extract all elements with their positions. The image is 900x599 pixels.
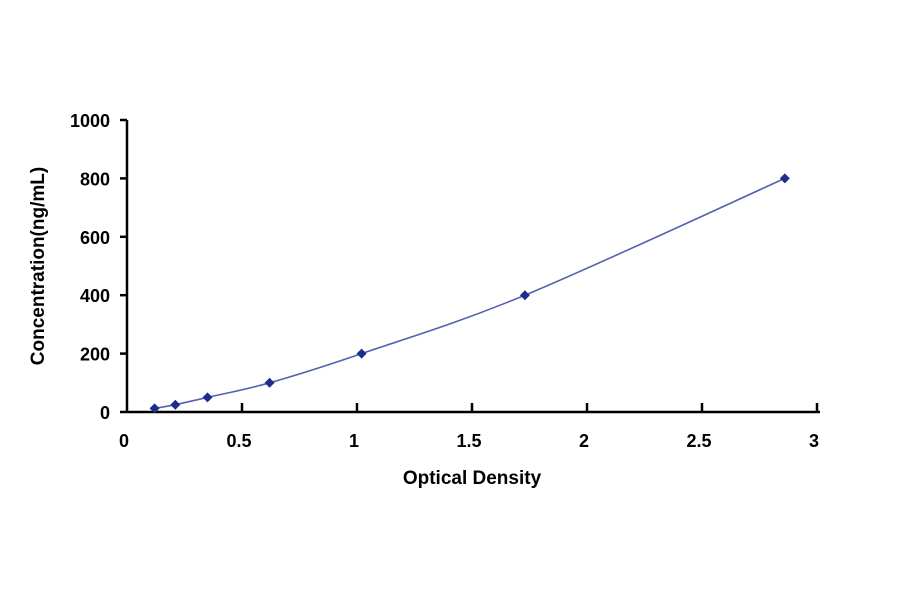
y-tick-label: 0 — [100, 403, 110, 423]
y-tick-label: 400 — [80, 286, 110, 306]
x-tick-label: 2 — [579, 431, 589, 451]
data-point — [170, 399, 181, 410]
x-tick-label: 2.5 — [686, 431, 711, 451]
marks — [149, 173, 790, 414]
y-tick-label: 200 — [80, 345, 110, 365]
x-tick-label: 1.5 — [456, 431, 481, 451]
y-tick-label: 800 — [80, 169, 110, 189]
x-tick-label: 3 — [809, 431, 819, 451]
x-tick-label: 1 — [349, 431, 359, 451]
data-point — [264, 377, 275, 388]
y-tick-label: 600 — [80, 228, 110, 248]
data-point — [519, 290, 530, 301]
data-point — [202, 392, 213, 403]
x-axis-label: Optical Density — [403, 468, 542, 489]
x-tick-label: 0.5 — [226, 431, 251, 451]
data-point — [779, 173, 790, 184]
y-tick-label: 1000 — [70, 111, 110, 131]
fit-curve — [154, 177, 786, 410]
data-point — [356, 348, 367, 359]
x-tick-label: 0 — [119, 431, 129, 451]
y-axis-label: Concentration(ng/mL) — [28, 167, 49, 365]
axes: 0 0.5 1 1.5 2 2.5 3 0 200 400 600 800 1000 — [70, 111, 820, 451]
data-point — [149, 403, 160, 414]
